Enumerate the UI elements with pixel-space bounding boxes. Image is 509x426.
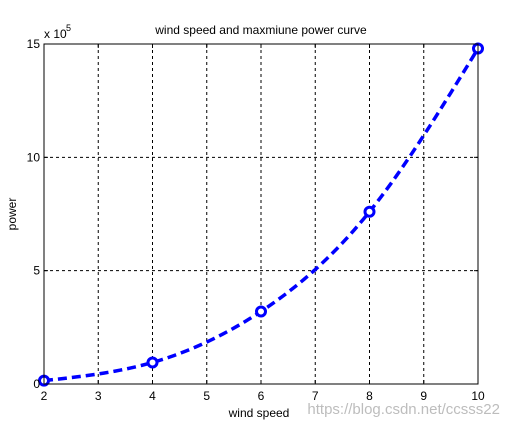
data-point xyxy=(255,305,267,318)
y-exponent-label: x 10 xyxy=(44,27,67,41)
x-axis-label: wind speed xyxy=(228,406,290,420)
y-tick-label: 5 xyxy=(33,264,40,278)
x-tick-label: 3 xyxy=(95,389,102,403)
x-tick-label: 4 xyxy=(149,389,156,403)
y-ticks: 0 5 10 15 xyxy=(27,37,478,391)
y-tick-label: 10 xyxy=(27,150,41,164)
y-tick-label: 15 xyxy=(27,37,41,51)
x-tick-label: 7 xyxy=(312,389,319,403)
y-axis-label: power xyxy=(5,198,19,231)
x-tick-label: 9 xyxy=(420,389,427,403)
data-point xyxy=(363,205,376,218)
x-tick-label: 2 xyxy=(41,389,48,403)
y-tick-label: 0 xyxy=(33,377,40,391)
x-tick-label: 6 xyxy=(258,389,265,403)
x-tick-label: 5 xyxy=(203,389,210,403)
chart-title: wind speed and maxmiune power curve xyxy=(154,23,367,37)
x-ticks: 2 3 4 5 6 7 8 9 10 xyxy=(41,44,485,403)
data-point xyxy=(146,356,159,369)
series-curve xyxy=(38,42,484,387)
y-exponent-value: 5 xyxy=(66,23,71,33)
x-tick-label: 8 xyxy=(366,389,373,403)
x-tick-label: 10 xyxy=(471,389,485,403)
watermark: https://blog.csdn.net/ccsss22 xyxy=(307,401,500,418)
